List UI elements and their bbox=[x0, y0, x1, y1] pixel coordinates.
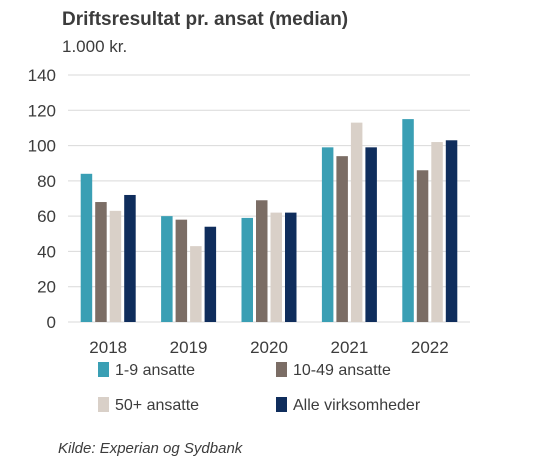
y-axis-ticks: 0 20 40 60 80 100 120 140 bbox=[28, 66, 56, 332]
bar-50-ansatte-2018 bbox=[109, 210, 122, 322]
legend-label: Alle virksomheder bbox=[293, 397, 421, 414]
y-tick-label: 140 bbox=[28, 66, 56, 85]
y-tick-label: 20 bbox=[37, 278, 56, 297]
y-tick-label: 100 bbox=[28, 137, 56, 156]
bars bbox=[80, 119, 458, 322]
chart-title: Driftsresultat pr. ansat (median) bbox=[62, 9, 348, 30]
bar-alle-virksomheder-2018 bbox=[124, 194, 136, 322]
bar-10-49-ansatte-2019 bbox=[175, 219, 188, 322]
legend-swatch bbox=[276, 362, 287, 377]
legend-label: 1-9 ansatte bbox=[115, 362, 195, 379]
legend-swatch bbox=[276, 397, 287, 412]
bar-alle-virksomheder-2019 bbox=[204, 226, 217, 322]
source-note: Kilde: Experian og Sydbank bbox=[58, 440, 244, 457]
bar-10-49-ansatte-2018 bbox=[95, 202, 107, 322]
bar-50-ansatte-2021 bbox=[350, 122, 363, 322]
bar-1-9-ansatte-2019 bbox=[161, 216, 173, 322]
y-tick-label: 0 bbox=[47, 313, 56, 332]
x-axis-ticks: 2018 2019 2020 2021 2022 bbox=[89, 338, 448, 357]
bar-1-9-ansatte-2020 bbox=[241, 217, 253, 322]
legend-swatch bbox=[98, 397, 109, 412]
y-tick-label: 60 bbox=[37, 207, 56, 226]
bar-alle-virksomheder-2022 bbox=[445, 140, 458, 322]
x-tick-label: 2019 bbox=[170, 338, 208, 357]
legend-swatch bbox=[98, 362, 109, 377]
bar-10-49-ansatte-2020 bbox=[256, 200, 268, 322]
x-tick-label: 2022 bbox=[411, 338, 449, 357]
x-tick-label: 2021 bbox=[330, 338, 368, 357]
bar-50-ansatte-2019 bbox=[190, 246, 202, 322]
y-tick-label: 40 bbox=[37, 242, 56, 261]
bar-50-ansatte-2020 bbox=[270, 212, 282, 322]
bar-alle-virksomheder-2021 bbox=[365, 147, 377, 322]
bar-1-9-ansatte-2021 bbox=[321, 147, 334, 322]
bar-alle-virksomheder-2020 bbox=[285, 212, 297, 322]
bar-10-49-ansatte-2022 bbox=[416, 170, 429, 322]
bar-1-9-ansatte-2022 bbox=[402, 119, 414, 322]
legend: 1-9 ansatte 10-49 ansatte 50+ ansatte Alle … bbox=[98, 362, 421, 414]
bar-1-9-ansatte-2018 bbox=[80, 173, 93, 322]
bar-10-49-ansatte-2021 bbox=[336, 156, 348, 322]
y-tick-label: 80 bbox=[37, 172, 56, 191]
legend-label: 50+ ansatte bbox=[115, 397, 199, 414]
chart-subtitle: 1.000 kr. bbox=[62, 37, 127, 56]
x-tick-label: 2018 bbox=[89, 338, 127, 357]
y-tick-label: 120 bbox=[28, 101, 56, 120]
legend-label: 10-49 ansatte bbox=[293, 362, 391, 379]
x-tick-label: 2020 bbox=[250, 338, 288, 357]
bar-50-ansatte-2022 bbox=[431, 142, 443, 322]
